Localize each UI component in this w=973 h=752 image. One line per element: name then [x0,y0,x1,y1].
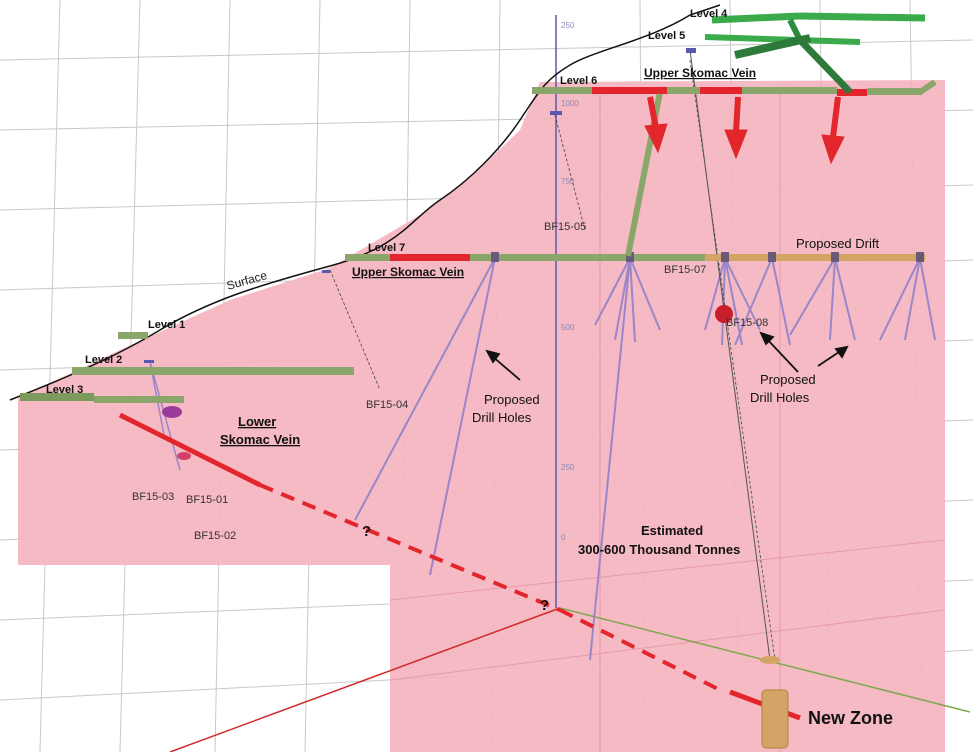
new-zone-projection [559,608,721,692]
level-7-vein-section [390,254,470,261]
estimate-label-2: 300-600 Thousand Tonnes [578,542,740,557]
level-6-drift-east [867,88,922,95]
drill-trace-deep [689,49,771,661]
level-6-vein-section [592,87,667,94]
zone-grid [389,90,946,752]
question-mark: ? [362,523,371,540]
level-6-drift [532,87,592,94]
level-4-drift [711,12,801,24]
drill-target-sphere [715,305,733,323]
level-7-drift [345,254,390,261]
proposed-drill-left-1: Proposed [484,392,540,407]
level-3-drift [20,393,94,401]
drill-hole-label-bf15-05: BF15-05 [544,221,586,233]
tick-label: 250 [561,463,575,472]
drill-collar-marker [162,406,182,418]
surface-label: Surface [225,268,269,293]
level-2-drift [72,367,354,375]
level-3-drift-ext [94,396,184,403]
upper-vein-label-top: Upper Skomac Vein [644,66,756,80]
proposed-drift-bar [705,254,925,261]
proposed-drill-right-2: Drill Holes [750,390,810,405]
pointer-arrows [485,331,849,381]
lower-vein-solid [118,412,262,488]
new-zone-core-cylinder [761,689,789,749]
drill-collar-marker [177,452,191,460]
drill-hole-label-bf15-01: BF15-01 [186,494,228,506]
tick-label: 250 [561,21,575,30]
level-5-drift [704,34,861,45]
estimate-label-1: Estimated [641,523,703,538]
tick-label: 750 [561,177,575,186]
tick-label: 0 [561,533,566,542]
level-3-label: Level 3 [46,384,83,396]
new-zone-label: New Zone [808,708,893,728]
lower-vein-label-1: Lower [238,414,276,429]
level-4-label: Level 4 [690,8,728,20]
drill-hole-label-bf15-07: BF15-07 [664,264,706,276]
tick-label: 500 [561,323,575,332]
lower-vein-projected [259,483,561,612]
question-mark: ? [540,597,549,614]
lower-vein-label-2: Skomac Vein [220,432,300,447]
incline-to-level-6 [797,37,853,95]
new-zone-target [760,656,780,664]
level-1-label: Level 1 [148,319,185,331]
level-connector [734,34,811,59]
level-1-drift [118,332,148,339]
level-6-vein-section [700,87,742,94]
upper-vein-label-mid: Upper Skomac Vein [352,265,464,279]
resource-zone-area [18,80,945,752]
red-down-arrows [644,96,845,165]
drill-holes [149,257,936,661]
level-7-label: Level 7 [368,242,405,254]
axis-markers [144,48,696,363]
tick-label: 1000 [561,99,579,108]
level-4-drift [799,12,926,22]
surface-line [9,4,721,401]
floor-axis-red [169,607,561,752]
level-5-label: Level 5 [648,30,685,42]
level-6-vein-section [837,89,867,96]
proposed-drill-right-1: Proposed [760,372,816,387]
level-6-label: Level 6 [560,75,597,87]
level-7-drift-east [470,254,705,261]
proposed-drill-left-2: Drill Holes [472,410,532,425]
level-6-drift-mid [667,87,837,94]
level-6-drift-end [918,79,937,95]
drill-hole-label-bf15-02: BF15-02 [194,530,236,542]
proposed-drift-label: Proposed Drift [796,236,879,251]
drift-stations [491,252,924,262]
level-2-label: Level 2 [85,354,122,366]
drill-hole-label-bf15-03: BF15-03 [132,491,174,503]
drill-hole-label-bf15-08: BF15-08 [726,317,768,329]
drill-hole-label-bf15-04: BF15-04 [366,399,408,411]
